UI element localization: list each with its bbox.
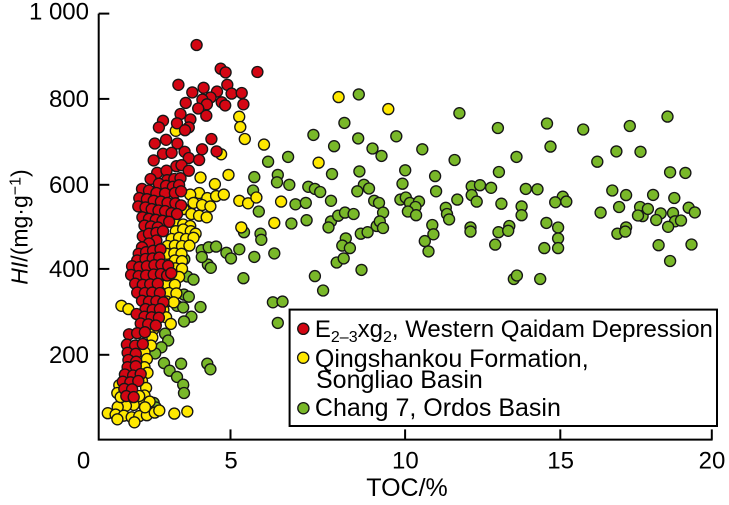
svg-text:5: 5 [224, 448, 237, 475]
svg-text:20: 20 [699, 448, 726, 475]
svg-text:E2–3xg2, Western Qaidam Depres: E2–3xg2, Western Qaidam Depression [315, 316, 713, 346]
svg-text:TOC/%: TOC/% [366, 474, 448, 502]
svg-text:600: 600 [49, 172, 89, 199]
svg-text:200: 200 [49, 342, 89, 369]
svg-text:400: 400 [49, 256, 89, 283]
svg-text:0: 0 [77, 448, 90, 475]
svg-text:1 000: 1 000 [29, 0, 89, 26]
svg-text:10: 10 [392, 448, 419, 475]
svg-text:15: 15 [547, 448, 574, 475]
svg-text:Chang 7, Ordos Basin: Chang 7, Ordos Basin [315, 394, 561, 422]
svg-text:800: 800 [49, 86, 89, 113]
svg-text:Qingshankou Formation,: Qingshankou Formation, [315, 345, 589, 373]
svg-text:Songliao Basin: Songliao Basin [316, 366, 483, 394]
